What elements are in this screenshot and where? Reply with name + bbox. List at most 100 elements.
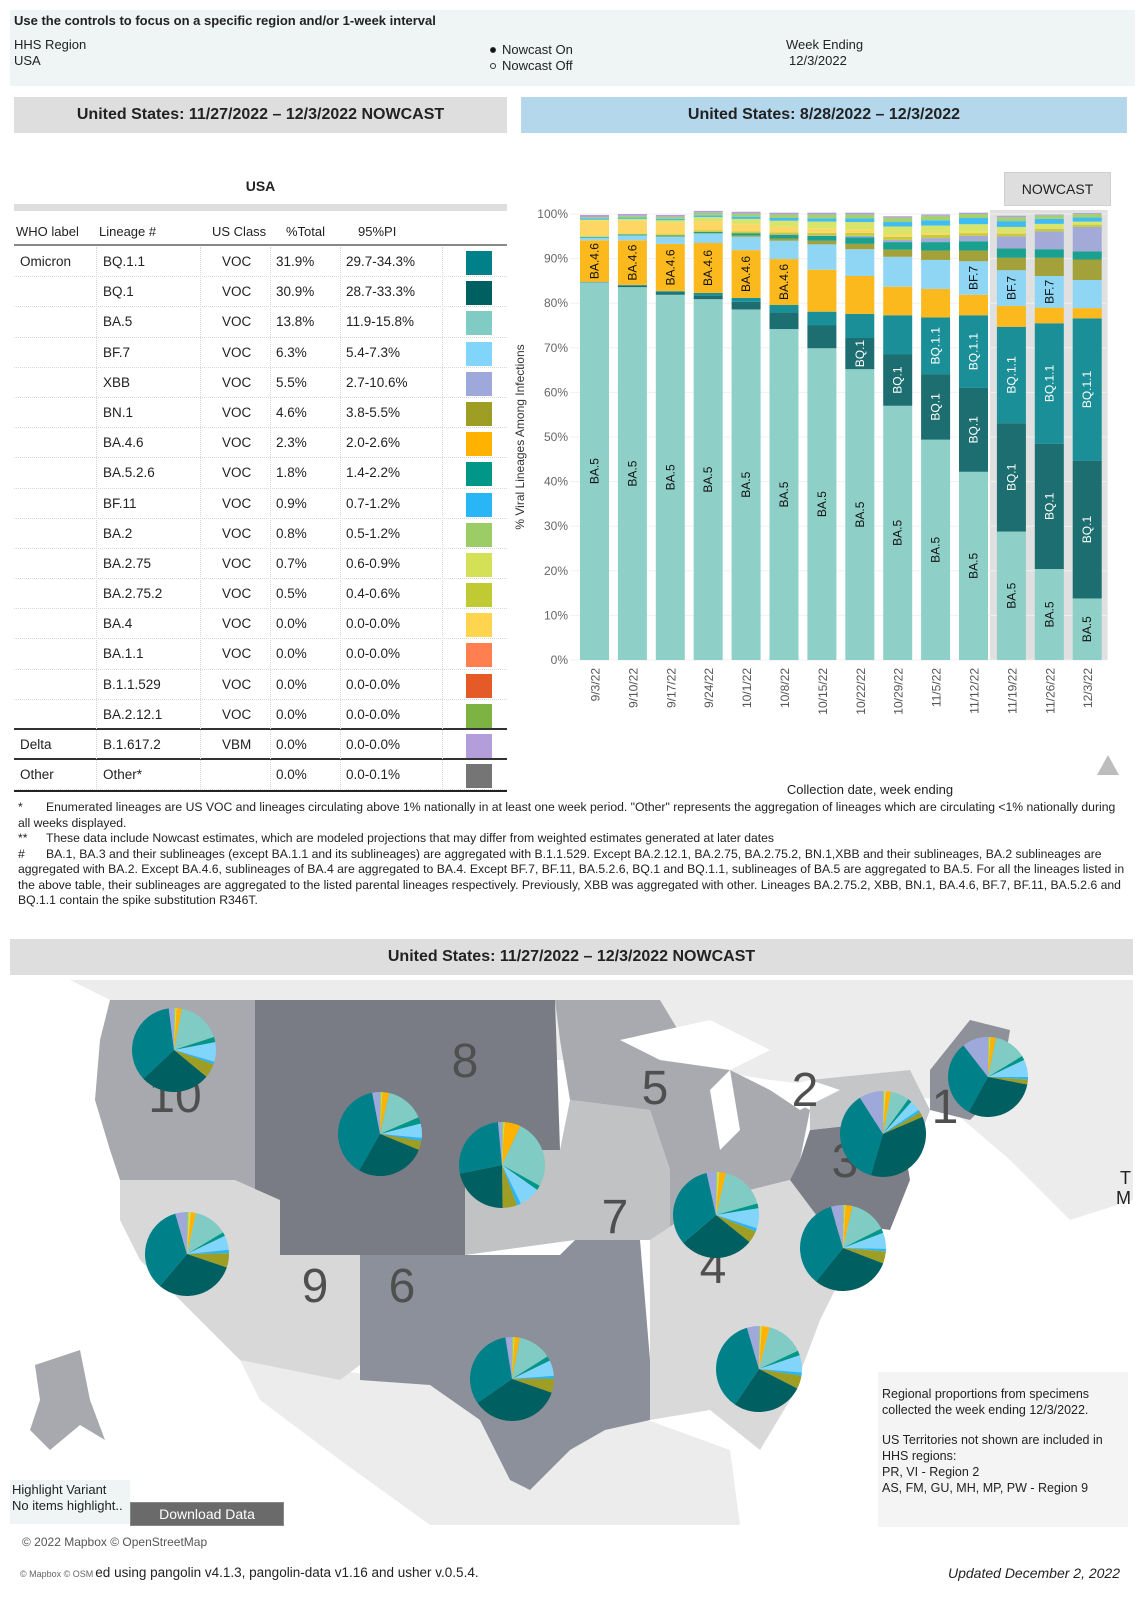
pie-slice-ba-5-2-6[interactable] bbox=[380, 1117, 421, 1134]
pie-slice-bn-1[interactable] bbox=[883, 1112, 923, 1134]
bar-segment-ba-4-6[interactable] bbox=[921, 288, 951, 318]
pie-slice-ba-4-6[interactable] bbox=[759, 1326, 770, 1369]
pie-slice-ba-2[interactable] bbox=[843, 1205, 845, 1248]
bar-segment-ba-2[interactable] bbox=[693, 212, 723, 216]
pie-slice-bf-7[interactable] bbox=[502, 1165, 538, 1204]
table-row[interactable]: BA.1.1 VOC 0.0% 0.0-0.0% bbox=[14, 639, 507, 670]
bar-segment-bq-1[interactable] bbox=[807, 325, 837, 349]
region-8-pie[interactable] bbox=[337, 1092, 422, 1176]
bar-segment-ba-5-2-6[interactable] bbox=[1072, 251, 1102, 260]
bar-segment-bf-11[interactable] bbox=[769, 218, 799, 221]
pie-slice-ba-2-75[interactable] bbox=[883, 1091, 886, 1134]
table-row[interactable]: BA.4.6 VOC 2.3% 2.0-2.6% bbox=[14, 428, 507, 459]
bar-segment-ba-2-75-2[interactable] bbox=[617, 234, 647, 235]
bar-segment-bq-1-1[interactable] bbox=[883, 315, 913, 355]
bar-segment-ba-5[interactable] bbox=[1034, 569, 1064, 660]
bar-segment-bq-1[interactable] bbox=[617, 285, 647, 288]
region-5-shape[interactable] bbox=[555, 1000, 810, 1240]
bar-segment-ba-2[interactable] bbox=[731, 213, 761, 217]
week-ending-select[interactable]: 12/3/2022 bbox=[789, 53, 847, 68]
bar-segment-bq-1-1[interactable] bbox=[655, 291, 685, 293]
table-row[interactable]: BA.2.75.2 VOC 0.5% 0.4-0.6% bbox=[14, 579, 507, 610]
pie-slice-ba-5-2-6[interactable] bbox=[512, 1356, 550, 1380]
pie-slice-ba-5-2-6[interactable] bbox=[716, 1203, 759, 1215]
bar-segment-ba-2[interactable] bbox=[807, 214, 837, 219]
table-row[interactable]: BA.4 VOC 0.0% 0.0-0.0% bbox=[14, 609, 507, 640]
download-data-button[interactable]: Download Data bbox=[130, 1502, 284, 1526]
pie-slice-ba-5[interactable] bbox=[512, 1337, 548, 1379]
bar-segment-other[interactable] bbox=[845, 212, 875, 215]
pie-slice-bf-7[interactable] bbox=[187, 1235, 229, 1254]
pie-slice-bf-7[interactable] bbox=[174, 1042, 217, 1062]
bar-segment-other[interactable] bbox=[769, 212, 799, 215]
bar-segment-ba-2[interactable] bbox=[1034, 215, 1064, 219]
bar-segment-bq-1[interactable] bbox=[769, 312, 799, 330]
pie-slice-ba-4-6[interactable] bbox=[502, 1122, 521, 1165]
pie-slice-bf-11[interactable] bbox=[512, 1375, 554, 1379]
nowcast-on-radio[interactable]: Nowcast On bbox=[490, 42, 573, 57]
bar-segment-bn-1[interactable] bbox=[1034, 257, 1064, 276]
pie-slice-bf-11[interactable] bbox=[380, 1134, 422, 1142]
bar-segment-ba-2-75[interactable] bbox=[693, 217, 723, 222]
bar-segment-ba-4-6[interactable] bbox=[807, 269, 837, 312]
pie-slice-ba-5-2-6[interactable] bbox=[174, 1037, 216, 1050]
pie-slice-xbb[interactable] bbox=[831, 1205, 843, 1248]
pie-slice-bf-11[interactable] bbox=[174, 1050, 215, 1065]
bar-segment-bq-1[interactable] bbox=[845, 337, 875, 370]
pie-slice-bq-1[interactable] bbox=[143, 1050, 207, 1092]
pie-slice-bn-1[interactable] bbox=[512, 1378, 555, 1393]
bar-segment-bq-1[interactable] bbox=[580, 281, 609, 283]
bar-stack[interactable]: BA.5 BA.4.6 bbox=[769, 212, 799, 660]
bar-stack[interactable]: BA.5 BQ.1 BQ.1.1 BF.7 bbox=[1034, 214, 1064, 660]
bar-segment-ba-4-6[interactable] bbox=[883, 286, 913, 316]
table-row[interactable]: BQ.1 VOC 30.9% 28.7-33.3% bbox=[14, 277, 507, 308]
bar-segment-ba-4-6[interactable] bbox=[769, 259, 799, 305]
bar-segment-bq-1[interactable] bbox=[1034, 443, 1064, 570]
bar-segment-ba-2-75-2[interactable] bbox=[883, 236, 913, 240]
bar-segment-ba-4[interactable] bbox=[807, 228, 837, 233]
bar-stack[interactable]: BA.5 BQ.1 BQ.1.1 bbox=[1072, 213, 1102, 660]
pie-slice-ba-2[interactable] bbox=[174, 1008, 176, 1050]
pie-slice-bn-1[interactable] bbox=[174, 1050, 214, 1077]
map-attribution[interactable]: © 2022 Mapbox © OpenStreetMap bbox=[18, 1534, 212, 1550]
pie-slice-xbb[interactable] bbox=[859, 1091, 883, 1134]
bar-stack[interactable]: BA.5 BQ.1 BQ.1.1 bbox=[921, 214, 951, 660]
pie-slice-ba-2-75[interactable] bbox=[174, 1008, 177, 1050]
pie-slice-bq-1-1[interactable] bbox=[673, 1173, 716, 1243]
pie-slice-ba-4-6[interactable] bbox=[843, 1205, 853, 1248]
bar-segment-bf-7[interactable] bbox=[580, 237, 609, 241]
region-1-pie[interactable] bbox=[947, 1037, 1028, 1117]
bar-segment-xbb[interactable] bbox=[921, 238, 951, 243]
bar-segment-ba-2-75[interactable] bbox=[580, 219, 609, 221]
bar-segment-bq-1-1[interactable] bbox=[921, 317, 951, 375]
bar-segment-bq-1-1[interactable] bbox=[845, 313, 875, 338]
bar-segment-ba-2-75[interactable] bbox=[845, 222, 875, 230]
nowcast-off-radio[interactable]: Nowcast Off bbox=[490, 58, 573, 73]
bar-segment-ba-5-2-6[interactable] bbox=[921, 242, 951, 251]
bar-segment-ba-4[interactable] bbox=[580, 220, 609, 237]
bar-segment-ba-5[interactable] bbox=[959, 471, 988, 660]
alaska-shape[interactable] bbox=[30, 1350, 105, 1450]
bar-segment-bn-1[interactable] bbox=[769, 238, 799, 241]
table-row[interactable]: BA.2.12.1 VOC 0.0% 0.0-0.0% bbox=[14, 700, 507, 730]
bar-segment-other[interactable] bbox=[731, 211, 761, 214]
bar-segment-bq-1-1[interactable] bbox=[731, 297, 761, 302]
pie-slice-ba-2[interactable] bbox=[502, 1122, 504, 1165]
pie-slice-bf-11[interactable] bbox=[843, 1248, 886, 1252]
bar-segment-xbb[interactable] bbox=[1072, 226, 1102, 252]
pie-slice-bq-1-1[interactable] bbox=[800, 1206, 843, 1282]
bar-segment-ba-4[interactable] bbox=[1034, 228, 1064, 229]
region-7-pie[interactable] bbox=[459, 1122, 546, 1209]
bar-segment-ba-2-75[interactable] bbox=[807, 221, 837, 229]
bar-segment-ba-4-6[interactable] bbox=[1072, 308, 1102, 319]
bar-segment-other[interactable] bbox=[580, 214, 609, 218]
bar-segment-ba-2-75-2[interactable] bbox=[1034, 228, 1064, 232]
bar-segment-bf-7[interactable] bbox=[1072, 280, 1102, 309]
bar-segment-bq-1-1[interactable] bbox=[1034, 323, 1064, 444]
bar-segment-bq-1-1[interactable] bbox=[807, 311, 837, 326]
bar-segment-bf-11[interactable] bbox=[655, 218, 685, 221]
bar-segment-ba-5-2-6[interactable] bbox=[617, 234, 647, 236]
region-2-pie[interactable] bbox=[839, 1091, 926, 1177]
bar-segment-ba-4-6[interactable] bbox=[996, 305, 1026, 327]
